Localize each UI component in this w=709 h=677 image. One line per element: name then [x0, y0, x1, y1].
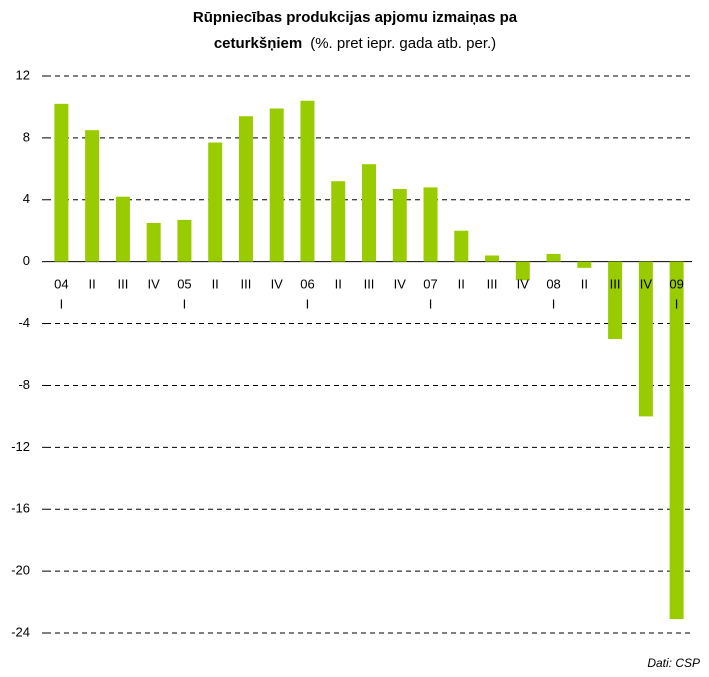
bar	[638, 261, 653, 417]
x-tick-label: 07	[423, 276, 437, 291]
bar	[146, 222, 161, 262]
x-tick-label: 04	[54, 276, 68, 291]
x-tick-label: III	[487, 276, 498, 291]
bar	[392, 188, 407, 262]
y-tick-label: -8	[18, 377, 30, 392]
bar	[54, 103, 69, 262]
x-tick-label: II	[212, 276, 219, 291]
bar	[669, 261, 684, 620]
y-tick-label: 8	[23, 129, 30, 144]
bar	[515, 261, 530, 281]
y-tick-label: -20	[11, 563, 30, 578]
bar	[485, 255, 500, 262]
chart-title: Rūpniecības produkcijas apjomu izmaiņas …	[193, 9, 518, 26]
x-tick-label: IV	[640, 276, 653, 291]
x-tick-label: 09	[669, 276, 683, 291]
bar	[362, 164, 376, 262]
chart-title-cont: ceturkšņiem	[214, 35, 302, 52]
bar	[269, 108, 284, 262]
y-tick-label: -24	[11, 624, 30, 639]
x-tick-label: I	[60, 296, 64, 311]
source: Dati: CSP	[647, 656, 700, 670]
x-tick-label: I	[429, 296, 433, 311]
chart-subtitle: (%. pret iepr. gada atb. per.)	[310, 35, 496, 52]
bar	[546, 253, 561, 262]
x-tick-label: IV	[271, 276, 284, 291]
x-tick-label: III	[610, 276, 621, 291]
x-tick-label: I	[675, 296, 679, 311]
chart-title-line2: ceturkšņiem (%. pret iepr. gada atb. per.…	[214, 35, 496, 52]
x-tick-label: IV	[517, 276, 530, 291]
x-tick-label: II	[335, 276, 342, 291]
x-tick-label: 05	[177, 276, 191, 291]
y-tick-label: -16	[11, 501, 30, 516]
x-tick-label: II	[458, 276, 465, 291]
x-tick-label: 06	[300, 276, 314, 291]
x-tick-label: III	[117, 276, 128, 291]
bar	[208, 142, 223, 262]
bar	[454, 230, 469, 262]
bar	[577, 261, 592, 268]
x-tick-label: 08	[546, 276, 560, 291]
y-tick-label: 12	[16, 67, 30, 82]
bar	[331, 181, 346, 262]
y-tick-label: -4	[18, 315, 30, 330]
y-tick-label: -12	[11, 439, 30, 454]
x-tick-label: IV	[394, 276, 407, 291]
bar	[177, 219, 192, 262]
x-tick-label: I	[552, 296, 556, 311]
x-tick-label: III	[364, 276, 375, 291]
x-tick-label: I	[183, 296, 187, 311]
x-tick-label: IV	[148, 276, 161, 291]
x-tick-label: I	[306, 296, 310, 311]
bar	[423, 187, 438, 262]
bar	[300, 100, 315, 262]
x-tick-label: II	[581, 276, 588, 291]
bar	[238, 116, 253, 262]
bar	[608, 261, 623, 340]
y-tick-label: 0	[23, 253, 30, 268]
y-tick-label: 4	[23, 191, 30, 206]
bar	[115, 196, 130, 262]
bar	[85, 130, 100, 262]
x-tick-label: II	[89, 276, 96, 291]
x-tick-label: III	[241, 276, 252, 291]
